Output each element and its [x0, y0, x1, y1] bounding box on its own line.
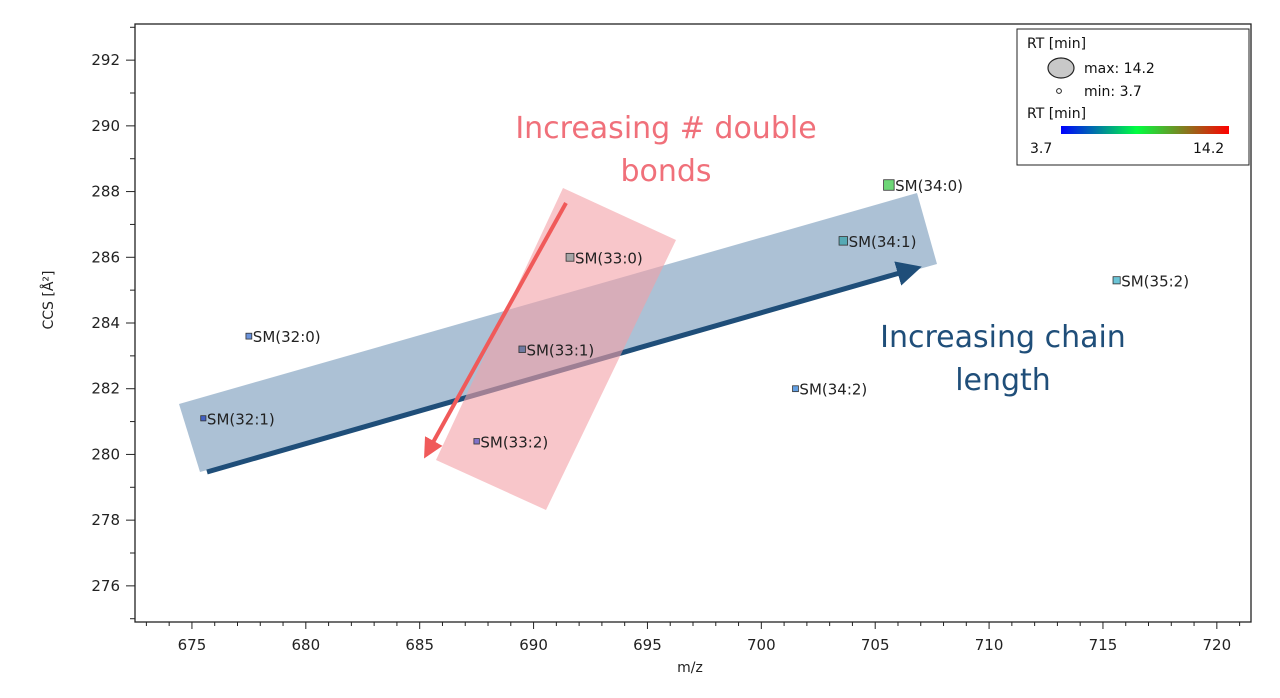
- x-tick-label: 685: [405, 636, 434, 654]
- y-tick-label: 288: [91, 183, 120, 201]
- y-tick-label: 282: [91, 380, 120, 398]
- data-point: [1112, 276, 1121, 285]
- y-tick-label: 290: [91, 117, 120, 135]
- data-point: [473, 438, 480, 445]
- x-tick-label: 700: [747, 636, 776, 654]
- legend-color-min: 3.7: [1030, 141, 1052, 157]
- data-points: SM(32:1) SM(32:0) SM(33:2) SM(33:1) SM(33:0)…: [200, 177, 1189, 451]
- data-point-label: SM(32:0): [253, 328, 321, 346]
- y-tick-label: 278: [91, 511, 120, 529]
- legend-color-title: RT [min]: [1027, 106, 1086, 122]
- x-axis: 675 680 685 690 695 700 705 710 715 720: [145, 622, 1241, 654]
- x-tick-label: 690: [519, 636, 548, 654]
- x-tick-label: 715: [1089, 636, 1118, 654]
- x-tick-label: 675: [178, 636, 207, 654]
- legend-size-max-marker: [1047, 57, 1075, 79]
- y-axis: 276 278 280 282 284 286 288 290 292: [91, 26, 135, 620]
- data-point: [245, 332, 253, 340]
- legend-size-title: RT [min]: [1027, 36, 1086, 52]
- chain-length-annotation-line2: length: [955, 363, 1051, 398]
- legend: RT [min] max: 14.2 min: 3.7 RT [min] 3.7…: [1016, 28, 1250, 166]
- x-tick-label: 705: [861, 636, 890, 654]
- x-tick-label: 710: [975, 636, 1004, 654]
- double-bond-arrow: [424, 202, 568, 459]
- legend-size-min-marker: [1056, 88, 1062, 94]
- y-axis-title: CCS [Å²]: [40, 270, 57, 329]
- y-tick-label: 276: [91, 577, 120, 595]
- y-tick-label: 284: [91, 314, 120, 332]
- data-point-label: SM(34:2): [799, 381, 867, 399]
- data-point: [883, 179, 895, 191]
- data-point-label: SM(34:1): [849, 233, 917, 251]
- chain-length-annotation-line1: Increasing chain: [880, 320, 1126, 355]
- legend-size-max: max: 14.2: [1084, 61, 1155, 77]
- legend-color-scale: [1061, 126, 1229, 134]
- data-point-label: SM(32:1): [207, 410, 275, 428]
- data-point: [838, 236, 848, 246]
- x-tick-label: 720: [1203, 636, 1232, 654]
- data-point-label: SM(33:2): [480, 433, 548, 451]
- x-tick-label: 680: [291, 636, 320, 654]
- double-bond-band: [436, 188, 676, 510]
- x-tick-label: 695: [633, 636, 662, 654]
- double-bond-annotation-line2: bonds: [620, 154, 711, 189]
- data-point-label: SM(33:1): [526, 341, 594, 359]
- y-tick-label: 286: [91, 248, 120, 266]
- data-point-label: SM(34:0): [895, 177, 963, 195]
- double-bond-annotation-line1: Increasing # double: [515, 111, 816, 146]
- y-tick-label: 292: [91, 51, 120, 69]
- data-point: [565, 252, 575, 262]
- data-point: [200, 415, 207, 422]
- data-point-label: SM(35:2): [1121, 272, 1189, 290]
- legend-color-max: 14.2: [1193, 141, 1224, 157]
- x-axis-title: m/z: [677, 660, 703, 676]
- legend-box: [1016, 28, 1250, 166]
- data-point: [518, 345, 526, 353]
- data-point-label: SM(33:0): [575, 249, 643, 267]
- y-tick-label: 280: [91, 445, 120, 463]
- legend-size-min: min: 3.7: [1084, 84, 1142, 100]
- data-point: [792, 385, 799, 393]
